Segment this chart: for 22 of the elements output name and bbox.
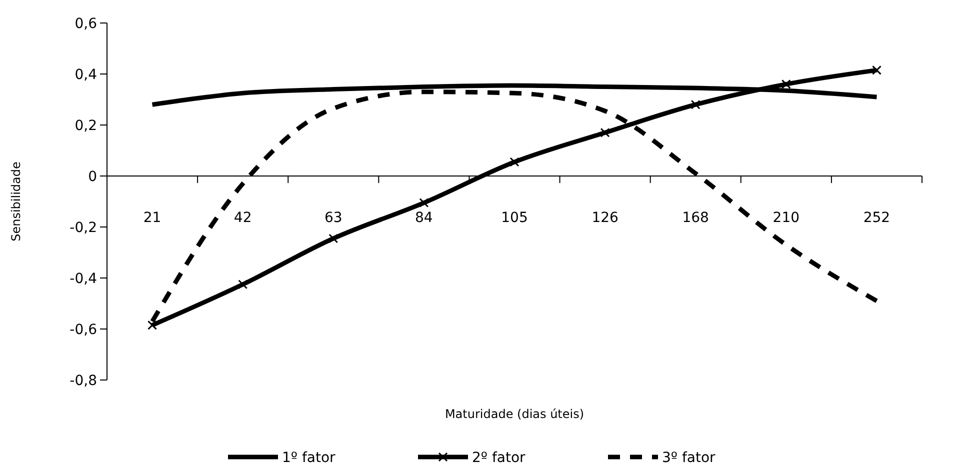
- y-tick-label: -0,2: [70, 220, 97, 236]
- x-tick-label: 168: [682, 210, 709, 226]
- legend-label: 3º fator: [662, 450, 716, 466]
- x-axis-title: Maturidade (dias úteis): [444, 407, 584, 421]
- x-tick-label: 105: [501, 210, 528, 226]
- x-tick-label: 63: [324, 210, 342, 226]
- y-tick-label: -0,8: [70, 372, 97, 389]
- y-tick-label: 0: [88, 168, 97, 185]
- x-tick-label: 21: [143, 210, 162, 226]
- y-tick-label: -0,4: [70, 270, 98, 287]
- y-axis-title: Sensibilidade: [9, 162, 23, 242]
- y-tick-label: -0,6: [70, 322, 98, 338]
- x-tick-label: 210: [772, 210, 800, 226]
- x-tick-label: 42: [234, 210, 252, 226]
- y-tick-label: 0,4: [74, 66, 98, 83]
- x-tick-label: 84: [415, 210, 433, 226]
- legend-label: 2º fator: [472, 450, 526, 466]
- x-tick-label: 252: [863, 210, 890, 226]
- y-tick-label: 0,2: [74, 118, 97, 134]
- x-tick-label: 126: [592, 210, 619, 226]
- legend-label: 1º fator: [282, 450, 336, 466]
- y-tick-label: 0,6: [74, 16, 98, 32]
